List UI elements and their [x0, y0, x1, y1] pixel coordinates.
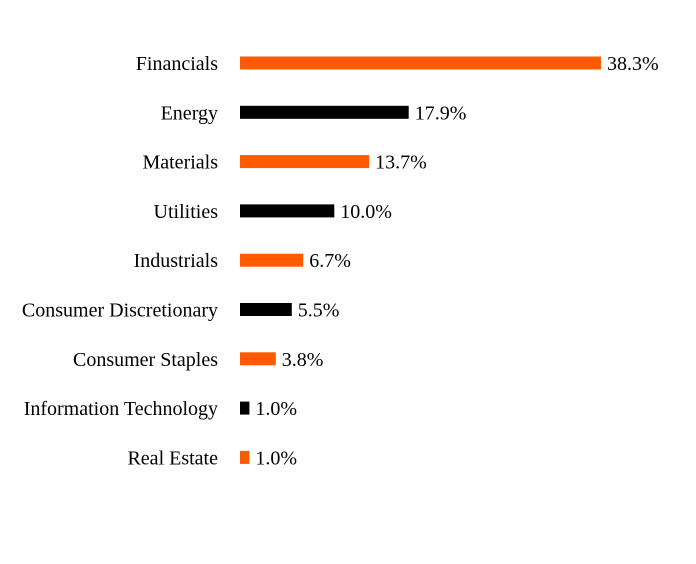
- value-label: 3.8%: [282, 349, 324, 371]
- category-label: Real Estate: [127, 447, 218, 469]
- category-label: Consumer Staples: [73, 349, 218, 371]
- category-label: Energy: [161, 102, 218, 124]
- bar-financials: [240, 56, 601, 70]
- category-label: Information Technology: [24, 398, 218, 420]
- value-label: 6.7%: [309, 250, 351, 272]
- value-labels-group: 38.3% 17.9% 13.7% 10.0% 6.7% 5.5% 3.8% 1.0% 1.0%: [255, 53, 658, 469]
- category-label: Materials: [142, 152, 218, 174]
- bar-consumer-staples: [240, 352, 276, 366]
- value-label: 38.3%: [607, 53, 659, 75]
- value-label: 5.5%: [298, 300, 340, 322]
- value-label: 10.0%: [340, 201, 392, 223]
- bar-materials: [240, 155, 370, 169]
- bar-energy: [240, 105, 409, 119]
- category-labels-group: Financials Energy Materials Utilities Indust…: [22, 53, 218, 469]
- bars-group: [240, 56, 601, 464]
- category-label: Consumer Discretionary: [22, 300, 218, 322]
- category-label: Industrials: [134, 250, 219, 272]
- bar-industrials: [240, 253, 304, 267]
- bar-real-estate: [240, 450, 250, 464]
- value-label: 1.0%: [255, 398, 297, 420]
- value-label: 17.9%: [415, 102, 467, 124]
- value-label: 13.7%: [375, 152, 427, 174]
- bar-information-technology: [240, 401, 250, 415]
- category-label: Utilities: [154, 201, 219, 223]
- category-label: Financials: [136, 53, 218, 75]
- bar-utilities: [240, 204, 335, 218]
- bar-consumer-discretionary: [240, 303, 292, 316]
- value-label: 1.0%: [255, 447, 297, 469]
